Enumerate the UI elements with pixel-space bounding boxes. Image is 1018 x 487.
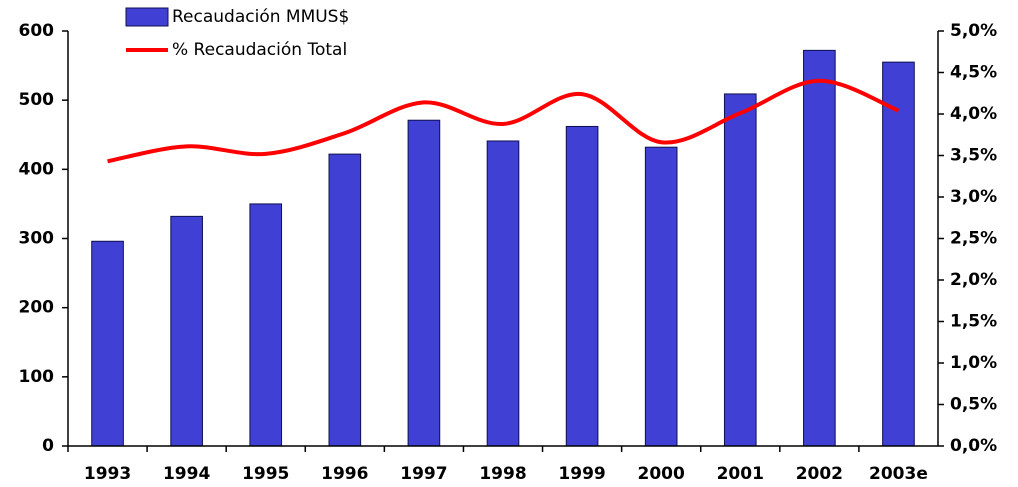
y2-tick-label: 2,0% (950, 270, 997, 290)
legend-label: Recaudación MMUS$ (172, 7, 349, 27)
x-tick-label: 1997 (400, 464, 447, 484)
y2-tick-label: 2,5% (950, 229, 997, 249)
y2-tick-label: 0,5% (950, 395, 997, 415)
y2-tick-label: 3,5% (950, 146, 997, 166)
bar (882, 61, 915, 447)
y2-tick-label: 5,0% (950, 21, 997, 41)
y2-tick-label: 1,0% (950, 353, 997, 373)
y-tick-label: 600 (19, 21, 55, 41)
y-tick-label: 300 (19, 229, 55, 249)
x-tick-label: 1998 (479, 464, 526, 484)
x-tick-label: 1994 (163, 464, 210, 484)
bar (803, 49, 836, 447)
x-tick-label: 2002 (796, 464, 843, 484)
bar (407, 119, 441, 447)
y-tick-label: 200 (19, 298, 55, 318)
x-tick-label: 2001 (717, 464, 764, 484)
y2-tick-label: 4,0% (950, 104, 997, 124)
x-tick-label: 2000 (638, 464, 685, 484)
y-tick-label: 500 (19, 90, 55, 110)
bar (644, 146, 678, 447)
y2-tick-label: 0,0% (950, 436, 997, 456)
bar (170, 215, 203, 447)
x-tick-label: 1996 (321, 464, 368, 484)
x-tick-label: 1995 (242, 464, 289, 484)
y-tick-label: 100 (19, 367, 55, 387)
y2-tick-label: 3,0% (950, 187, 997, 207)
x-tick-label: 1993 (84, 464, 131, 484)
bar (723, 93, 757, 447)
bar (249, 203, 283, 447)
y2-tick-label: 4,5% (950, 63, 997, 83)
bar (565, 125, 599, 447)
bar (91, 240, 124, 447)
x-tick-label: 1999 (558, 464, 605, 484)
bar (328, 153, 362, 447)
line (107, 78, 900, 164)
y-tick-label: 400 (19, 159, 55, 179)
legend-swatch (125, 7, 169, 27)
bar (486, 140, 520, 447)
legend-label: % Recaudación Total (172, 40, 347, 60)
y-tick-label: 0 (42, 436, 54, 456)
x-tick-label: 2003e (869, 464, 928, 484)
y2-tick-label: 1,5% (950, 312, 997, 332)
